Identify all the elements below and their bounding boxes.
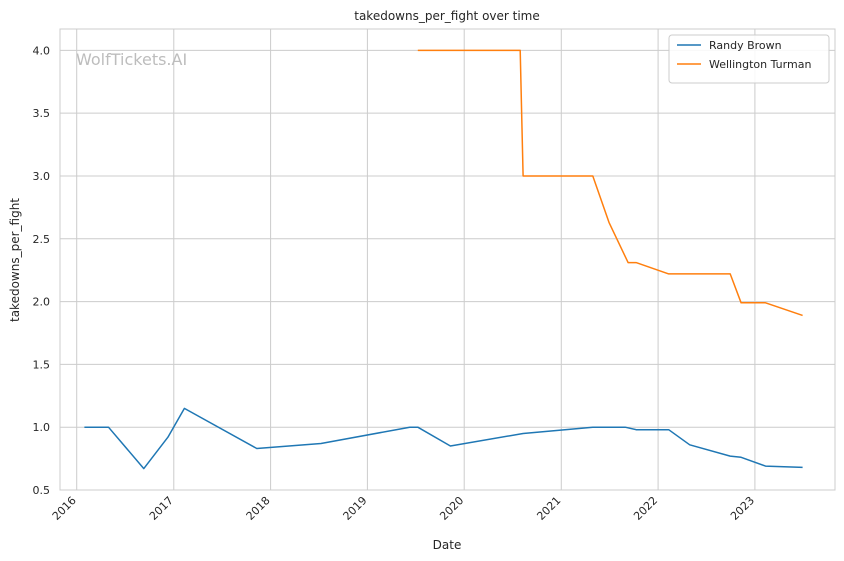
x-tick-label: 2018 [244, 494, 273, 523]
y-tick-label: 2.5 [33, 233, 51, 246]
y-axis-label: takedowns_per_fight [8, 198, 22, 322]
watermark: WolfTickets.AI [76, 50, 187, 69]
y-tick-label: 4.0 [33, 44, 51, 57]
x-tick-label: 2016 [50, 494, 79, 523]
legend-entry: Randy Brown [709, 39, 782, 52]
grid [60, 29, 835, 491]
y-tick-label: 1.5 [33, 358, 51, 371]
y-tick-label: 1.0 [33, 421, 51, 434]
x-axis-ticks: 2016 2017 2018 2019 2020 2021 2022 2023 [50, 494, 757, 523]
chart-title: takedowns_per_fight over time [354, 9, 540, 23]
plot-area-frame [59, 28, 836, 491]
series-lines [84, 49, 803, 470]
x-tick-label: 2021 [534, 494, 563, 523]
x-tick-label: 2019 [341, 494, 370, 523]
series-line-0 [84, 407, 803, 470]
y-axis-ticks: 0.5 1.0 1.5 2.0 2.5 3.0 3.5 4.0 [33, 44, 51, 497]
legend: Randy Brown Wellington Turman [668, 34, 830, 84]
legend-entry: Wellington Turman [709, 58, 811, 71]
x-axis-label: Date [433, 538, 462, 552]
x-tick-label: 2023 [728, 494, 757, 523]
x-tick-label: 2020 [437, 494, 466, 523]
series-line-1 [417, 49, 803, 317]
y-tick-label: 2.0 [33, 296, 51, 309]
y-tick-label: 3.5 [33, 107, 51, 120]
x-tick-label: 2022 [631, 494, 660, 523]
y-tick-label: 0.5 [33, 484, 51, 497]
x-tick-label: 2017 [147, 494, 176, 523]
legend-box [668, 34, 830, 84]
y-tick-label: 3.0 [33, 170, 51, 183]
